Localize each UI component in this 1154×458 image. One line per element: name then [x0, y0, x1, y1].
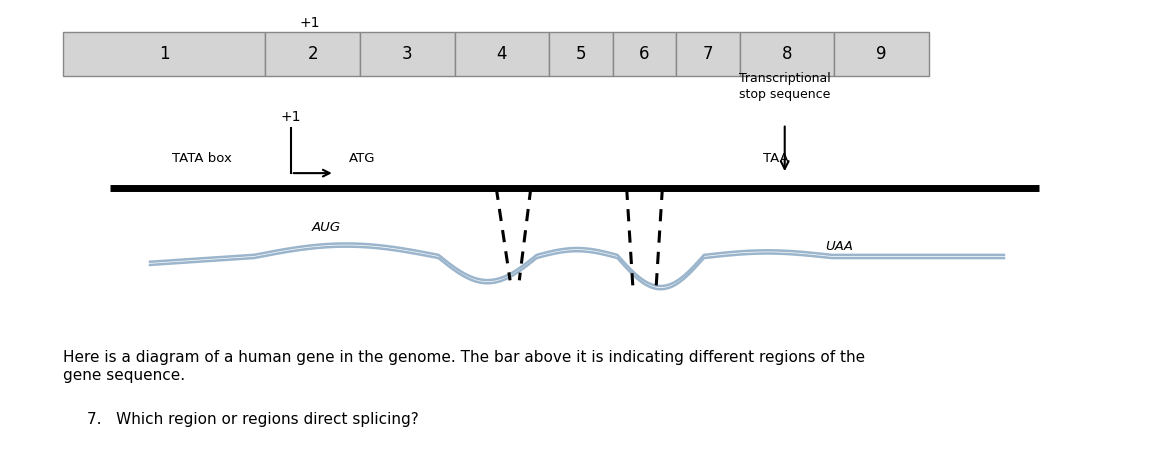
Bar	[549, 32, 613, 76]
Text: 7.   Which region or regions direct splicing?: 7. Which region or regions direct splici…	[87, 412, 418, 426]
Bar	[63, 32, 265, 76]
Text: Here is a diagram of a human gene in the genome. The bar above it is indicating : Here is a diagram of a human gene in the…	[63, 350, 866, 382]
Text: TATA box: TATA box	[172, 152, 232, 165]
Text: 6: 6	[639, 45, 650, 63]
Text: +1: +1	[280, 109, 301, 124]
Text: TAA: TAA	[763, 152, 788, 165]
Bar	[740, 32, 834, 76]
Text: 3: 3	[402, 45, 413, 63]
Bar	[676, 32, 740, 76]
Text: 9: 9	[876, 45, 887, 63]
Bar	[265, 32, 360, 76]
Text: UAA: UAA	[825, 240, 853, 253]
Bar	[360, 32, 455, 76]
Text: 1: 1	[159, 45, 170, 63]
Text: 5: 5	[576, 45, 586, 63]
Text: Transcriptional
stop sequence: Transcriptional stop sequence	[739, 72, 831, 101]
Text: ATG: ATG	[349, 152, 375, 165]
Text: 8: 8	[781, 45, 793, 63]
Bar	[834, 32, 929, 76]
Text: 4: 4	[496, 45, 508, 63]
Text: 7: 7	[703, 45, 713, 63]
Text: +1: +1	[299, 16, 320, 30]
Text: 2: 2	[307, 45, 319, 63]
Bar	[613, 32, 676, 76]
Text: AUG: AUG	[312, 221, 340, 234]
Bar	[455, 32, 549, 76]
